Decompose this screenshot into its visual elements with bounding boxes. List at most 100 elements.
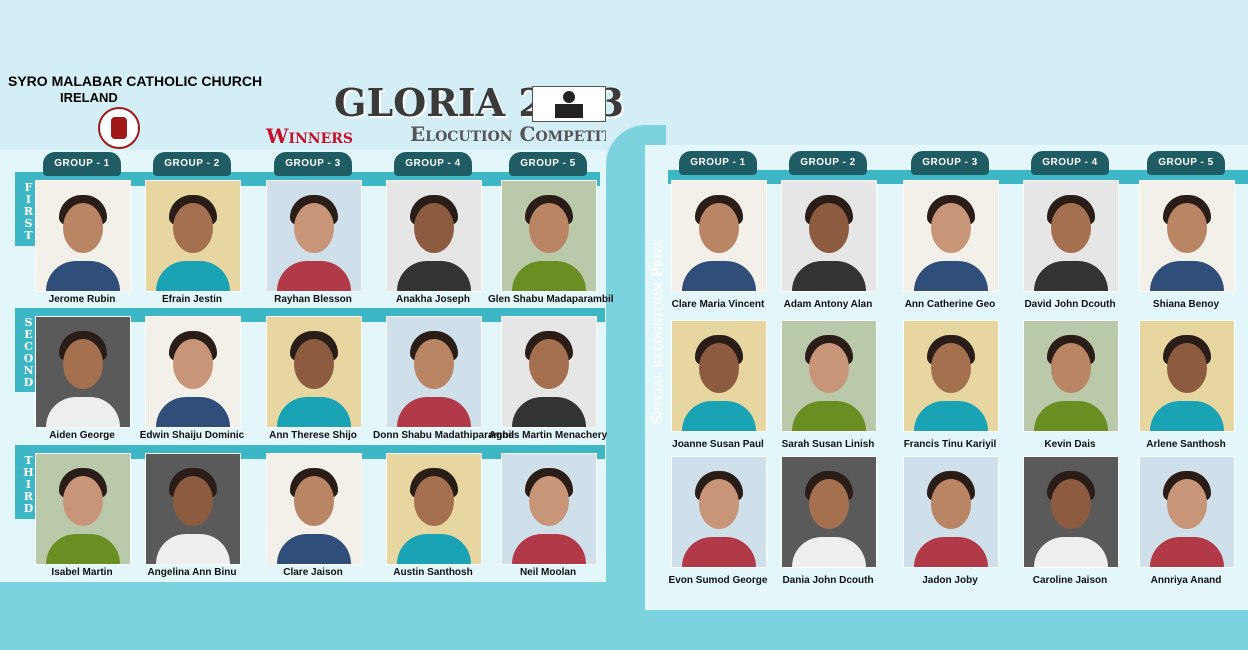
photo	[671, 180, 767, 292]
photo	[781, 180, 877, 292]
clothing	[156, 261, 230, 291]
photo	[903, 456, 999, 568]
face	[294, 476, 334, 526]
group-pill: GROUP - 4	[394, 152, 472, 176]
face	[173, 339, 213, 389]
face	[931, 203, 971, 253]
clothing	[1150, 401, 1224, 431]
clothing	[792, 401, 866, 431]
photo	[386, 316, 482, 428]
winners-badge: Winners	[266, 124, 354, 148]
photo	[1023, 456, 1119, 568]
face	[809, 203, 849, 253]
face	[931, 343, 971, 393]
group-pill: GROUP - 1	[679, 151, 757, 175]
podium-icon	[532, 86, 606, 122]
row-label: SECOND	[15, 308, 35, 392]
photo	[903, 180, 999, 292]
clothing	[914, 537, 988, 567]
face	[699, 479, 739, 529]
clothing	[397, 261, 471, 291]
prize-name: Ann Catherine Geo	[904, 299, 996, 310]
face	[294, 339, 334, 389]
prize-name: Caroline Jaison	[1032, 575, 1108, 586]
country: IRELAND	[60, 90, 118, 105]
winner-name: Isabel Martin	[51, 567, 113, 578]
prize-name: Annriya Anand	[1150, 575, 1222, 586]
winner-name: Jerome Rubin	[48, 294, 116, 305]
photo	[903, 320, 999, 432]
winner-name: Anakha Joseph	[396, 294, 470, 305]
clothing	[792, 261, 866, 291]
photo	[266, 453, 362, 565]
prize-name: David John Dcouth	[1024, 299, 1116, 310]
clothing	[46, 397, 120, 427]
clothing	[1034, 537, 1108, 567]
group-pill: GROUP - 5	[1147, 151, 1225, 175]
winner-name: Glen Shabu Madaparambil	[488, 294, 614, 305]
clothing	[46, 261, 120, 291]
face	[809, 343, 849, 393]
photo	[386, 453, 482, 565]
prize-name: Dania John Dcouth	[782, 575, 874, 586]
photo	[145, 316, 241, 428]
prize-name: Jadon Joby	[922, 575, 978, 586]
subtitle: Elocution Competition	[410, 122, 606, 146]
winner-name: Angelina Ann Binu	[147, 567, 237, 578]
photo	[781, 320, 877, 432]
group-pill: GROUP - 3	[274, 152, 352, 176]
photo	[35, 453, 131, 565]
church-logo	[98, 107, 140, 149]
winner-name: Ann Therese Shijo	[269, 430, 357, 441]
clothing	[397, 397, 471, 427]
photo	[501, 316, 597, 428]
face	[414, 339, 454, 389]
prize-name: Kevin Dais	[1044, 439, 1096, 450]
clothing	[914, 401, 988, 431]
clothing	[277, 397, 351, 427]
organization: SYRO MALABAR CATHOLIC CHURCH	[8, 73, 263, 89]
photo	[35, 180, 131, 292]
photo	[501, 453, 597, 565]
face	[1167, 479, 1207, 529]
clothing	[1150, 537, 1224, 567]
prize-name: Francis Tinu Kariyil	[903, 439, 997, 450]
prize-name: Evon Sumod George	[668, 575, 768, 586]
photo	[671, 456, 767, 568]
clothing	[1034, 401, 1108, 431]
clothing	[156, 534, 230, 564]
face	[529, 476, 569, 526]
icon-head	[563, 91, 575, 103]
face	[699, 343, 739, 393]
face	[294, 203, 334, 253]
clothing	[1034, 261, 1108, 291]
clothing	[156, 397, 230, 427]
prize-name: Adam Antony Alan	[783, 299, 873, 310]
prize-name: Sarah Susan Linish	[781, 439, 875, 450]
photo	[1139, 180, 1235, 292]
photo	[1023, 320, 1119, 432]
group-pill: GROUP - 2	[153, 152, 231, 176]
face	[1167, 343, 1207, 393]
winner-name: Neil Moolan	[519, 567, 577, 578]
clothing	[46, 534, 120, 564]
face	[1051, 479, 1091, 529]
face	[1051, 343, 1091, 393]
clothing	[397, 534, 471, 564]
group-pill: GROUP - 4	[1031, 151, 1109, 175]
winner-name: Clare Jaison	[283, 567, 343, 578]
clothing	[914, 261, 988, 291]
photo	[145, 453, 241, 565]
face	[173, 203, 213, 253]
photo	[671, 320, 767, 432]
clothing	[512, 261, 586, 291]
winner-name: Agnes Martin Menachery	[488, 430, 608, 441]
photo	[266, 180, 362, 292]
photo	[501, 180, 597, 292]
prize-name: Clare Maria Vincent	[671, 299, 765, 310]
clothing	[682, 401, 756, 431]
winner-name: Donn Shabu Madathiparambil	[373, 430, 515, 441]
clothing	[682, 537, 756, 567]
face	[414, 476, 454, 526]
